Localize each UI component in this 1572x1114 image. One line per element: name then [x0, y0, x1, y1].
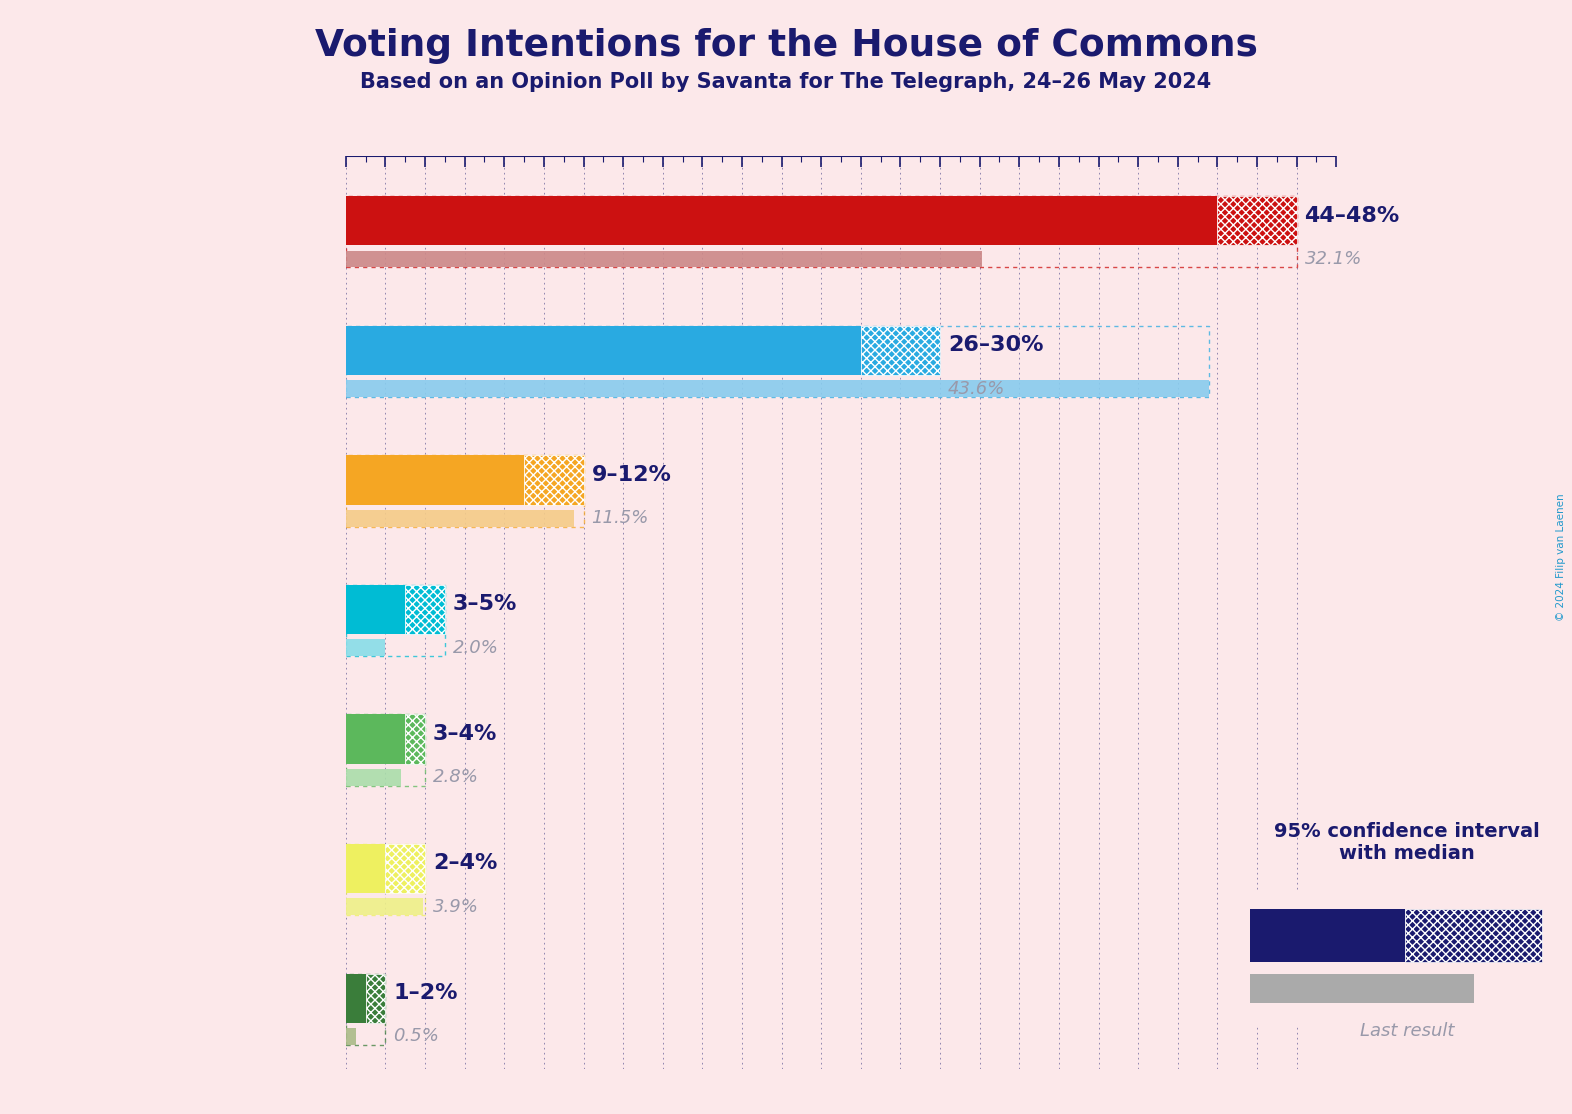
Text: 32.1%: 32.1%: [1305, 250, 1361, 268]
Text: 2.8%: 2.8%: [432, 769, 479, 786]
Bar: [1217, 196, 1297, 245]
Bar: [366, 974, 385, 1023]
Bar: [346, 639, 385, 656]
Text: 3.9%: 3.9%: [432, 898, 479, 916]
Text: 11.5%: 11.5%: [591, 509, 649, 527]
Bar: [346, 974, 366, 1023]
Text: 3–4%: 3–4%: [432, 724, 497, 744]
Text: 2–4%: 2–4%: [432, 853, 497, 873]
Bar: [523, 456, 583, 505]
Bar: [346, 510, 574, 527]
Bar: [346, 714, 424, 785]
Text: 26–30%: 26–30%: [948, 335, 1044, 355]
Bar: [406, 585, 445, 634]
Bar: [346, 585, 445, 656]
Text: 2.0%: 2.0%: [453, 638, 498, 656]
Bar: [346, 898, 423, 916]
Text: 1–2%: 1–2%: [393, 983, 457, 1003]
Bar: [385, 844, 424, 893]
Bar: [1250, 974, 1475, 1003]
Bar: [346, 325, 861, 375]
Bar: [346, 974, 385, 1045]
Text: 43.6%: 43.6%: [948, 380, 1006, 398]
Bar: [346, 585, 406, 634]
Text: 9–12%: 9–12%: [591, 465, 671, 485]
Text: 44–48%: 44–48%: [1305, 206, 1399, 225]
Bar: [1250, 909, 1405, 962]
Bar: [346, 714, 406, 764]
Text: 3–5%: 3–5%: [453, 594, 517, 614]
Bar: [861, 325, 940, 375]
Bar: [346, 456, 523, 505]
Bar: [346, 196, 1297, 267]
Bar: [406, 714, 424, 764]
Text: Last result: Last result: [1360, 1022, 1454, 1039]
Bar: [346, 380, 1209, 397]
Bar: [346, 456, 583, 527]
Bar: [346, 769, 401, 785]
Text: Based on an Opinion Poll by Savanta for The Telegraph, 24–26 May 2024: Based on an Opinion Poll by Savanta for …: [360, 72, 1212, 92]
Bar: [346, 844, 385, 893]
Bar: [346, 844, 424, 916]
Bar: [346, 196, 1217, 245]
Text: 0.5%: 0.5%: [393, 1027, 439, 1045]
Bar: [346, 251, 981, 267]
Text: 95% confidence interval
with median: 95% confidence interval with median: [1273, 822, 1541, 863]
Text: Voting Intentions for the House of Commons: Voting Intentions for the House of Commo…: [314, 28, 1258, 63]
Bar: [346, 325, 1209, 397]
Bar: [346, 1028, 355, 1045]
Text: © 2024 Filip van Laenen: © 2024 Filip van Laenen: [1556, 494, 1566, 620]
Bar: [1405, 909, 1542, 962]
